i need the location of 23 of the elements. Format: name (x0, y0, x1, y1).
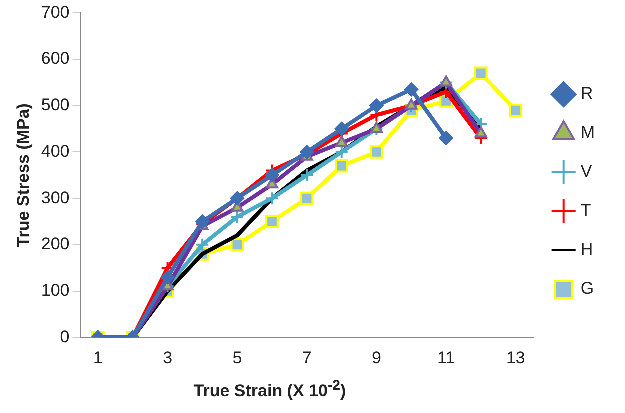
x-tick-label: 1 (93, 348, 103, 368)
y-tick-label: 200 (41, 234, 70, 254)
y-tick-label: 300 (41, 188, 70, 208)
x-axis-title: True Strain (X 10$^{-2}$) (192, 378, 348, 402)
x-tick-label: 13 (506, 348, 526, 368)
y-tick-label: 700 (41, 2, 70, 22)
legend-label: M (580, 123, 596, 142)
x-tick-label: 5 (232, 348, 242, 368)
legend-label: R (580, 84, 594, 104)
x-tick-label: 7 (302, 348, 312, 368)
y-tick-label: 500 (41, 96, 70, 115)
y-tick-label: 100 (41, 280, 70, 300)
x-tick-label: 11 (437, 348, 456, 368)
x-tick-label: 9 (372, 348, 382, 368)
y-tick-label: 600 (41, 49, 70, 68)
legend-label: G (580, 279, 594, 298)
legend-label: V (580, 162, 593, 182)
legend-label: H (580, 240, 594, 260)
y-tick-label: 400 (41, 142, 70, 161)
x-tick-label: 3 (163, 348, 173, 368)
legend-label: T (580, 201, 592, 220)
y-axis-title: True Stress (MPa) (14, 104, 33, 248)
y-tick-label: 0 (60, 327, 70, 346)
